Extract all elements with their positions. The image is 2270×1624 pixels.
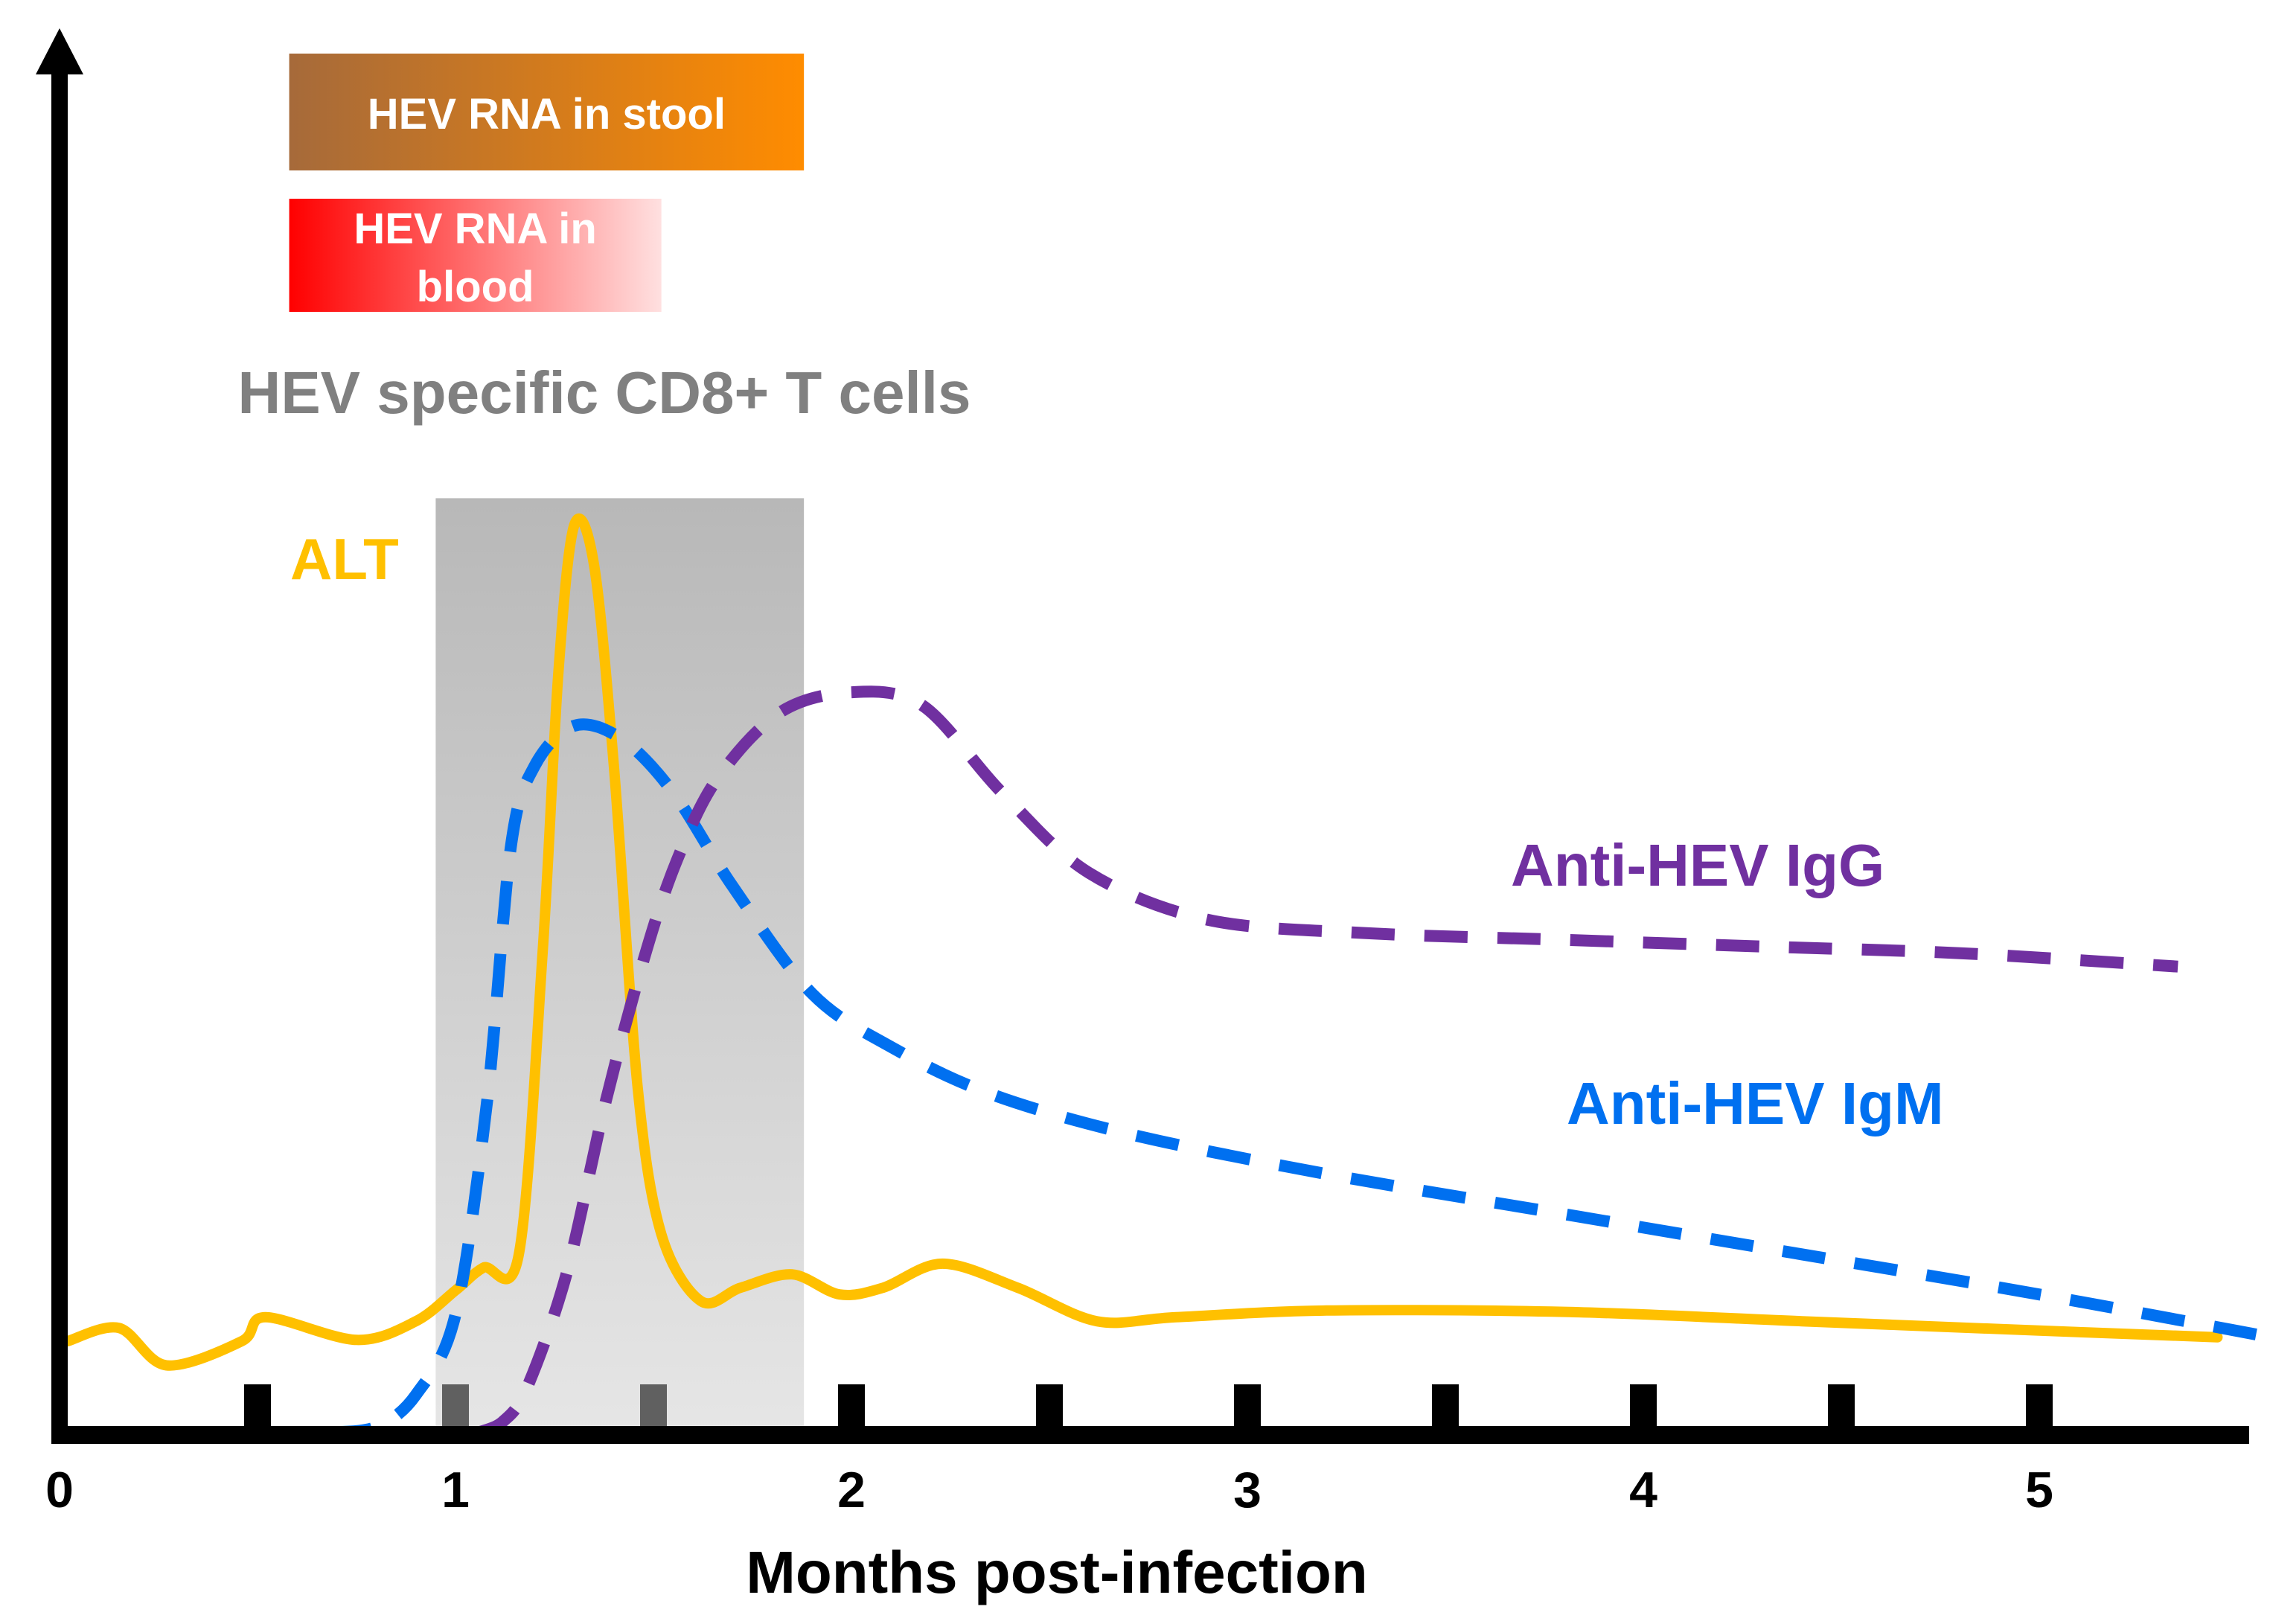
minor-tick-marks [244, 1384, 2053, 1428]
y-axis-arrowhead [36, 28, 83, 74]
igg-series-line [476, 685, 2178, 1438]
tcell-window-label: HEV specific CD8+ T cells [238, 359, 971, 426]
x-tick-label-3: 3 [1233, 1462, 1262, 1518]
blood-rna-label-line-2: blood [417, 263, 534, 311]
tcell-window-shading [435, 498, 805, 1435]
stool-rna-bar [289, 54, 805, 170]
blood-rna-bar [289, 199, 662, 312]
minor-tick-7 [1630, 1384, 1657, 1428]
x-tick-label-0: 0 [45, 1462, 74, 1518]
minor-tick-9 [2026, 1384, 2053, 1428]
minor-tick-0 [244, 1384, 271, 1428]
x-tick-label-4: 4 [1629, 1462, 1657, 1518]
minor-tick-3 [838, 1384, 865, 1428]
x-axis-title: Months post-infection [746, 1539, 1367, 1605]
igm-series-label: Anti-HEV IgM [1567, 1070, 1944, 1137]
x-tick-labels: 0 1 2 3 4 5 [45, 1462, 2053, 1518]
minor-tick-5 [1234, 1384, 1261, 1428]
alt-series-line [62, 513, 2223, 1371]
blood-rna-label-line-1: HEV RNA in [354, 205, 597, 253]
minor-tick-4 [1036, 1384, 1063, 1428]
igm-series-line [327, 718, 2259, 1439]
minor-tick-6 [1432, 1384, 1459, 1428]
x-tick-label-1: 1 [441, 1462, 470, 1518]
x-tick-label-2: 2 [837, 1462, 866, 1518]
x-tick-label-5: 5 [2025, 1462, 2053, 1518]
minor-tick-1 [442, 1384, 469, 1428]
minor-tick-2 [640, 1384, 667, 1428]
minor-tick-8 [1828, 1384, 1855, 1428]
igg-series-label: Anti-HEV IgG [1511, 832, 1884, 898]
stool-rna-label: HEV RNA in stool [368, 90, 726, 138]
alt-series-label: ALT [290, 526, 399, 592]
